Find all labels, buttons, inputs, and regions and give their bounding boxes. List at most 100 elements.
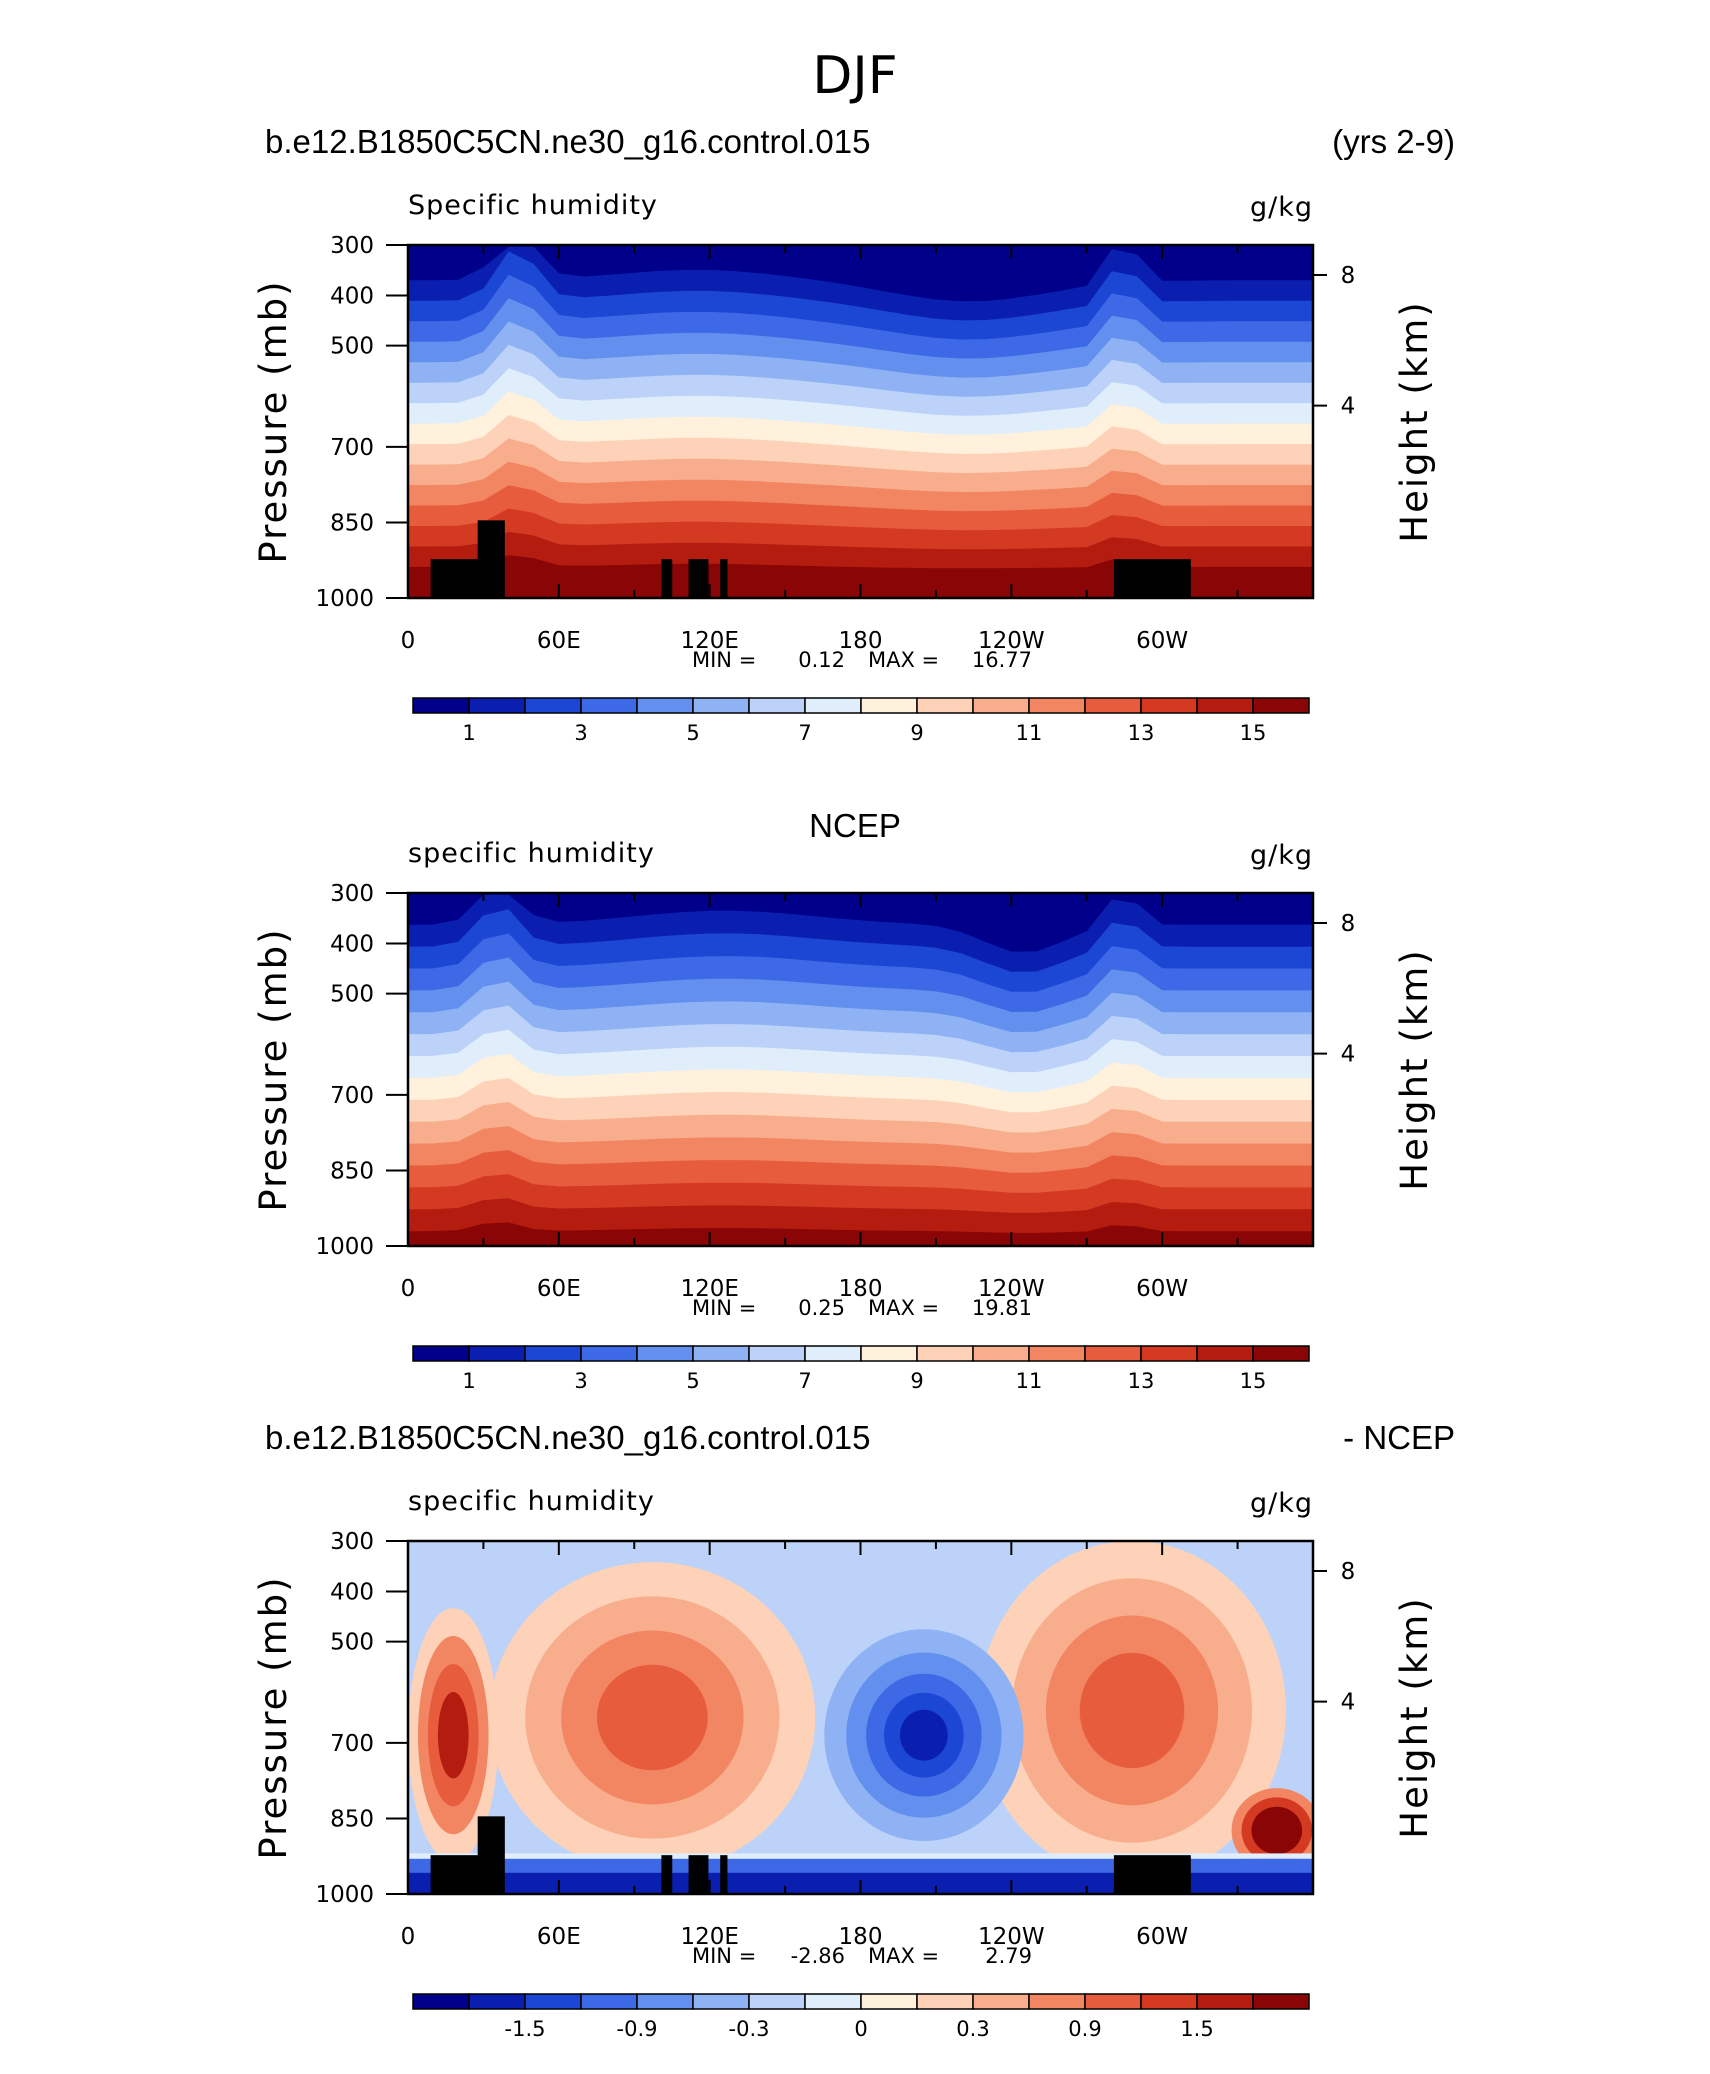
x-tick-label: 0	[401, 1276, 416, 1302]
colorbar-swatch-14	[1196, 697, 1254, 714]
y-right-tick-label: 4	[1341, 1042, 1356, 1068]
y-tick-label: 700	[330, 1731, 374, 1757]
colorbar-swatch-0	[412, 1993, 470, 2010]
variable-label: specific humidity	[408, 838, 655, 869]
variable-label: specific humidity	[408, 1486, 655, 1517]
colorbar-swatch-2	[524, 697, 582, 714]
diff-negative-contour-4	[899, 1709, 948, 1761]
x-tick-label: 0	[401, 628, 416, 654]
diff-positive-contour-3	[437, 1691, 469, 1779]
x-tick-label: 60W	[1136, 1276, 1188, 1302]
colorbar: 1 3 5 7 9 11 13 15	[412, 1345, 1310, 1393]
colorbar-swatch-0	[412, 697, 470, 714]
max-label: MAX =	[868, 1296, 939, 1320]
colorbar-label: 15	[1240, 1369, 1267, 1393]
y-tick-label: 500	[330, 982, 374, 1008]
colorbar-swatch-13	[1140, 1993, 1198, 2010]
colorbar-label: 11	[1016, 1369, 1043, 1393]
colorbar-swatch-1	[468, 1993, 526, 2010]
y-tick-label: 700	[330, 1083, 374, 1109]
colorbar-swatch-7	[804, 1993, 862, 2010]
y-axis-right-title: Height (km)	[1393, 1596, 1436, 1838]
colorbar-swatch-11	[1028, 697, 1086, 714]
colorbar-label: 0.3	[956, 2017, 989, 2041]
topography-mask-2	[661, 559, 673, 598]
colorbar-swatch-4	[636, 1993, 694, 2010]
colorbar-swatch-8	[860, 1345, 918, 1362]
y-axis-title: Pressure (mb)	[252, 1575, 295, 1859]
panel-right-label: - NCEP	[1343, 1419, 1455, 1456]
panel-case-label: b.e12.B1850C5CN.ne30_g16.control.015	[265, 1419, 870, 1456]
colorbar-swatch-5	[692, 1993, 750, 2010]
colorbar-swatch-15	[1252, 1993, 1310, 2010]
min-value: 0.12	[798, 648, 845, 672]
colorbar-swatch-13	[1140, 1345, 1198, 1362]
topography-mask-3	[688, 1855, 709, 1894]
diff-zero-line	[408, 1853, 1313, 1859]
max-value: 16.77	[972, 648, 1032, 672]
min-label: MIN =	[692, 648, 756, 672]
colorbar-label: 1	[462, 721, 475, 745]
colorbar-swatch-4	[636, 697, 694, 714]
colorbar-swatch-14	[1196, 1345, 1254, 1362]
colorbar-swatch-9	[916, 697, 974, 714]
y-axis-title: Pressure (mb)	[252, 279, 295, 563]
contour-field	[408, 245, 1313, 598]
y-tick-label: 850	[330, 1158, 374, 1184]
x-tick-label: 120W	[978, 628, 1045, 654]
diff-positive-contour-14	[1251, 1806, 1303, 1855]
topography-mask-1	[477, 520, 505, 598]
max-value: 19.81	[972, 1296, 1032, 1320]
colorbar-swatch-7	[804, 697, 862, 714]
contour-field	[408, 893, 1313, 1246]
colorbar-swatch-4	[636, 1345, 694, 1362]
topography-mask-4	[720, 559, 728, 598]
colorbar-swatch-5	[692, 697, 750, 714]
y-tick-label: 1000	[315, 586, 374, 612]
panel-1: b.e12.B1850C5CN.ne30_g16.control.015 (yrs…	[252, 123, 1455, 745]
y-tick-label: 400	[330, 1579, 374, 1605]
variable-label: Specific humidity	[408, 190, 658, 221]
x-tick-label: 60W	[1136, 628, 1188, 654]
topography-mask-5	[1113, 1855, 1191, 1894]
min-label: MIN =	[692, 1296, 756, 1320]
y-tick-label: 300	[330, 233, 374, 259]
colorbar-swatch-13	[1140, 697, 1198, 714]
topography-mask-1	[477, 1816, 505, 1894]
x-tick-label: 60E	[537, 628, 581, 654]
y-tick-label: 850	[330, 510, 374, 536]
topography-mask-0	[430, 559, 485, 598]
min-value: -2.86	[791, 1944, 845, 1968]
x-tick-label: 180	[839, 1924, 883, 1950]
diff-positive-contour-11	[1079, 1652, 1185, 1769]
y-tick-label: 300	[330, 1529, 374, 1555]
colorbar-label: 15	[1240, 721, 1267, 745]
y-axis-title: Pressure (mb)	[252, 927, 295, 1211]
units-label: g/kg	[1250, 840, 1313, 871]
colorbar-label: -0.3	[729, 2017, 770, 2041]
units-label: g/kg	[1250, 1488, 1313, 1519]
colorbar-swatch-6	[748, 1345, 806, 1362]
max-value: 2.79	[985, 1944, 1032, 1968]
y-axis-right-title: Height (km)	[1393, 300, 1436, 542]
panel-case-label: b.e12.B1850C5CN.ne30_g16.control.015	[265, 123, 870, 160]
y-right-tick-label: 8	[1341, 263, 1356, 289]
colorbar-label: 1	[462, 1369, 475, 1393]
colorbar-swatch-15	[1252, 1345, 1310, 1362]
x-tick-label: 120E	[680, 628, 738, 654]
colorbar: -1.5 -0.9 -0.3 0 0.3 0.9 1.5	[412, 1993, 1310, 2041]
panel-3: b.e12.B1850C5CN.ne30_g16.control.015 - NC…	[252, 1419, 1455, 2041]
y-axis-right-title: Height (km)	[1393, 948, 1436, 1190]
colorbar-label: 9	[910, 1369, 923, 1393]
colorbar-swatch-12	[1084, 1993, 1142, 2010]
colorbar-swatch-3	[580, 697, 638, 714]
colorbar-label: 0	[854, 2017, 867, 2041]
y-tick-label: 300	[330, 881, 374, 907]
y-tick-label: 850	[330, 1806, 374, 1832]
field-band-15	[408, 555, 1313, 598]
topography-mask-2	[661, 1855, 673, 1894]
units-label: g/kg	[1250, 192, 1313, 223]
x-tick-label: 120W	[978, 1276, 1045, 1302]
topography-mask-3	[688, 559, 709, 598]
x-tick-label: 60E	[537, 1276, 581, 1302]
